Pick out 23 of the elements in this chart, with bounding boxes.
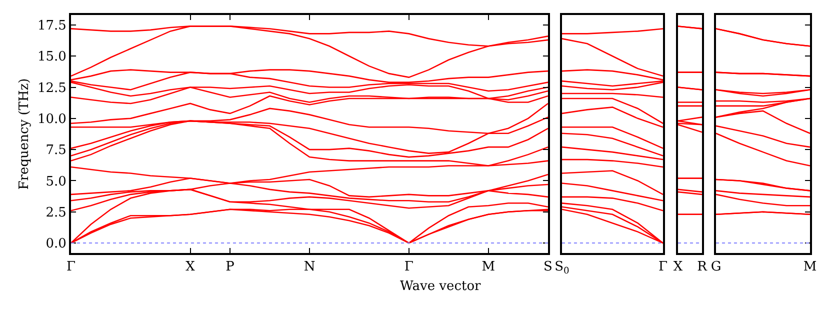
y-tick-label: 17.5 xyxy=(37,18,66,34)
x-tick-label: X xyxy=(186,260,196,275)
x-tick-label: G xyxy=(710,260,722,275)
x-tick-label: M xyxy=(482,260,496,275)
y-tick-label: 12.5 xyxy=(37,80,66,96)
y-tick-label: 0.0 xyxy=(46,236,66,252)
y-tick-label: 2.5 xyxy=(46,205,66,220)
x-tick-label: Γ xyxy=(658,260,668,275)
y-tick-label: 5.0 xyxy=(46,174,66,190)
y-tick-label: 10.0 xyxy=(37,112,66,127)
y-tick-label: 7.5 xyxy=(46,143,66,158)
x-tick-label: Γ xyxy=(66,260,76,275)
x-tick-label: M xyxy=(803,260,817,275)
y-tick-label: 15.0 xyxy=(37,50,66,65)
x-tick-label: P xyxy=(226,260,235,275)
x-tick-label: R xyxy=(697,260,708,275)
x-axis-title: Wave vector xyxy=(400,279,482,294)
x-tick-label: N xyxy=(304,260,316,275)
x-tick-label: S xyxy=(544,260,552,275)
x-tick-label: X xyxy=(673,260,684,275)
x-tick-label: S$_{0}$ xyxy=(554,260,570,276)
y-axis-title: Frequency (THz) xyxy=(16,78,32,190)
x-tick-label: Γ xyxy=(404,260,414,275)
